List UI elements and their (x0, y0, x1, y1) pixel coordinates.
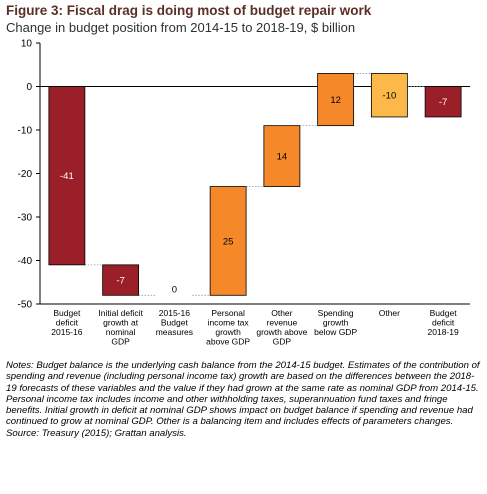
bar (209, 186, 247, 296)
bar (370, 73, 408, 118)
category-label: Budget deficit 2015-16 (51, 308, 82, 337)
y-tick-label: -50 (18, 300, 33, 311)
bar (48, 86, 86, 266)
chart-bars (48, 73, 462, 296)
bar (102, 264, 140, 296)
data-label: -10 (383, 91, 397, 102)
chart-notes: Notes: Budget balance is the underlying … (6, 360, 482, 439)
bar (317, 73, 355, 127)
category-label: Budget deficit 2018-19 (428, 308, 459, 337)
bar (424, 86, 462, 118)
y-tick-label: 0 (26, 82, 32, 93)
data-label: 12 (330, 95, 341, 106)
category-label: Other (379, 308, 400, 318)
chart-title: Figure 3: Fiscal drag is doing most of b… (6, 3, 372, 18)
category-label: Initial deficit growth at nominal GDP (98, 308, 143, 347)
chart-labels: -41 Budget deficit 2015-16 -7 Initial deficit… (51, 91, 459, 347)
data-label: -7 (439, 97, 447, 108)
notes-text: Notes: Budget balance is the underlying … (6, 360, 480, 428)
y-tick-label: -10 (18, 126, 33, 137)
category-label: 2015-16 Budget measures (156, 308, 193, 337)
y-tick-label: -20 (18, 169, 33, 180)
category-label: Personal income tax growth above GDP (206, 308, 250, 347)
source-text: Source: Treasury (2015); Grattan analysi… (6, 427, 187, 439)
data-label: 14 (277, 152, 288, 163)
category-label: Spending growth below GDP (314, 308, 357, 337)
chart-subtitle: Change in budget position from 2014-15 t… (6, 20, 356, 35)
category-label: Other revenue growth above GDP (256, 308, 307, 347)
data-label: -7 (116, 276, 124, 287)
data-label: 25 (223, 236, 234, 247)
y-tick-label: 10 (21, 39, 33, 50)
data-label: -41 (60, 171, 74, 182)
bar (263, 125, 301, 187)
y-tick-label: -40 (18, 256, 33, 267)
waterfall-chart: 10 0 -10 -20 -30 -40 -50 -41 Budget deficit 2015-… (18, 39, 470, 347)
data-label: 0 (172, 284, 177, 295)
y-tick-label: -30 (18, 213, 33, 224)
